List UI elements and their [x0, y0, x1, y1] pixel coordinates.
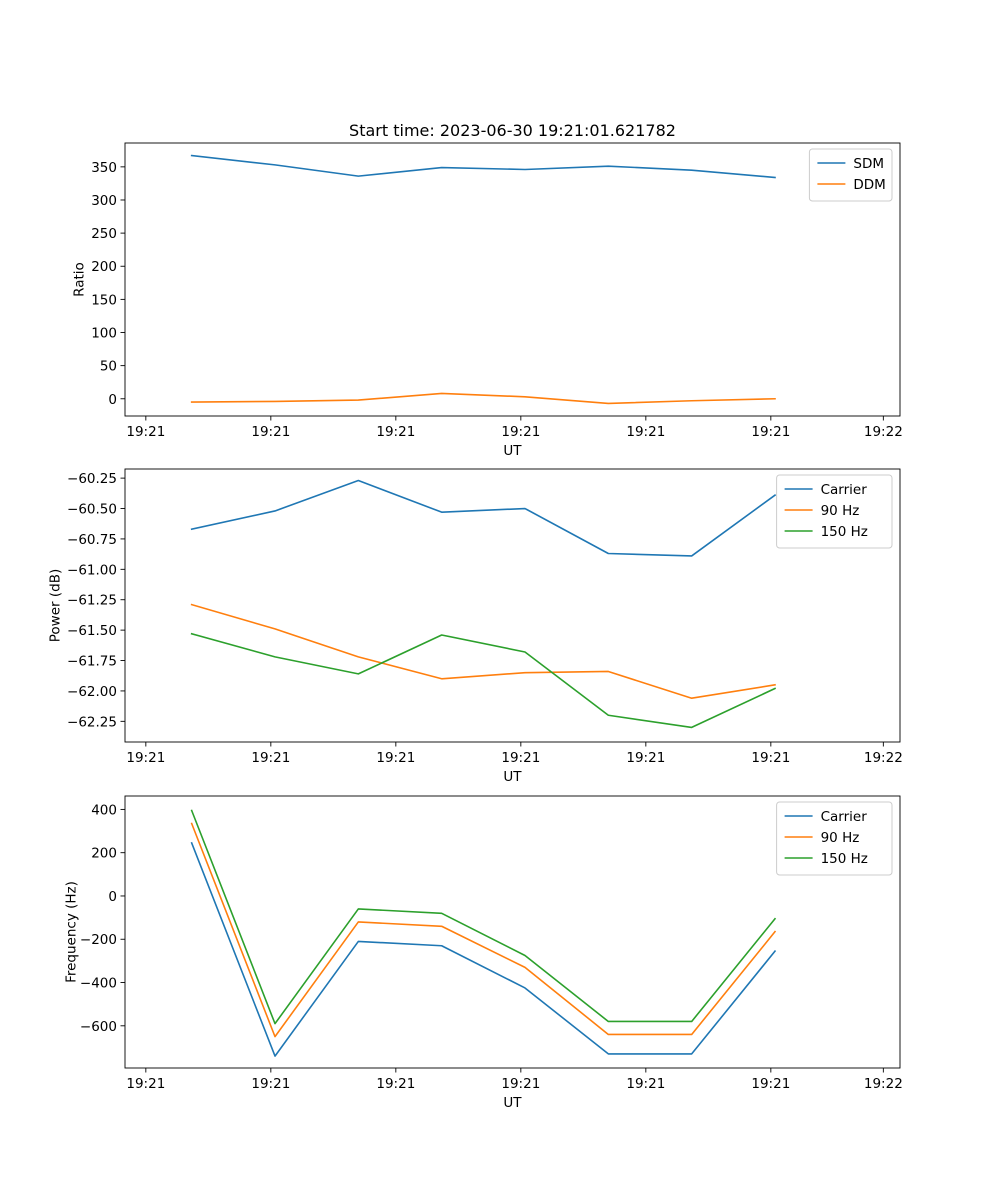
x-axis-label: UT [503, 769, 522, 785]
legend-label-90-hz: 90 Hz [821, 503, 860, 519]
y-tick-label: 350 [91, 160, 117, 176]
figure-title: Start time: 2023-06-30 19:21:01.621782 [349, 121, 676, 140]
y-tick-label: −600 [80, 1019, 117, 1035]
chart-panel-1: 19:21 19:21 19:21 19:21 19:21 19:21 19:22 0 50 10… [71, 142, 903, 459]
series-line-90-hz [190, 822, 777, 1038]
y-tick-label: −62.25 [67, 714, 117, 730]
x-tick-label: 19:21 [751, 750, 790, 766]
y-axis-label: Power (dB) [48, 569, 64, 642]
plot-frame [124, 795, 901, 1069]
legend-label-90-hz: 90 Hz [821, 830, 860, 846]
legend: Carrier 90 Hz 150 Hz [776, 801, 893, 876]
y-tick-label: 250 [91, 226, 117, 242]
x-tick-label: 19:21 [626, 750, 665, 766]
y-tick-label: 50 [100, 359, 117, 375]
x-tick-label: 19:21 [126, 1076, 165, 1092]
legend-label-150-hz: 150 Hz [821, 851, 868, 867]
y-tick-label: −200 [80, 932, 117, 948]
x-tick-label: 19:21 [626, 1076, 665, 1092]
legend-label-carrier: Carrier [821, 482, 868, 498]
x-tick-label: 19:22 [864, 750, 903, 766]
y-axis-label: Ratio [71, 262, 87, 297]
legend: SDM DDM [808, 148, 893, 202]
series-line-150-hz [190, 809, 777, 1025]
x-tick-label: 19:21 [626, 424, 665, 440]
x-tick-label: 19:21 [251, 424, 290, 440]
y-tick-label: −61.25 [67, 593, 117, 609]
y-tick-label: −61.75 [67, 654, 117, 670]
x-tick-label: 19:21 [126, 750, 165, 766]
y-axis-label: Frequency (Hz) [63, 881, 79, 983]
x-tick-label: 19:21 [501, 424, 540, 440]
y-tick-label: −61.50 [67, 623, 117, 639]
y-tick-label: 200 [91, 259, 117, 275]
legend: Carrier 90 Hz 150 Hz [776, 474, 893, 549]
series-line-150-hz [190, 632, 777, 729]
x-tick-label: 19:22 [864, 1076, 903, 1092]
y-tick-label: −60.50 [67, 502, 117, 518]
x-tick-label: 19:21 [751, 424, 790, 440]
y-tick-label: 300 [91, 193, 117, 209]
series-line-ddm [190, 392, 776, 405]
y-tick-label: −62.00 [67, 684, 117, 700]
legend-label-carrier: Carrier [821, 809, 868, 825]
series-line-carrier [190, 841, 777, 1057]
y-tick-label: 0 [108, 889, 117, 905]
y-tick-label: −60.25 [67, 471, 117, 487]
legend-box [776, 801, 893, 876]
legend-label-sdm: SDM [853, 156, 884, 172]
y-tick-label: 0 [108, 392, 117, 408]
y-tick-label: −400 [80, 976, 117, 992]
series-line-sdm [190, 154, 776, 179]
x-tick-label: 19:21 [501, 750, 540, 766]
x-tick-label: 19:21 [501, 1076, 540, 1092]
x-axis-label: UT [503, 1095, 522, 1111]
series-lines [190, 479, 777, 729]
y-tick-label: 400 [91, 802, 117, 818]
series-line-90-hz [190, 603, 776, 700]
legend-label-ddm: DDM [853, 177, 885, 193]
chart-panels: 19:21 19:21 19:21 19:21 19:21 19:21 19:22 0 50 10… [48, 142, 903, 1111]
y-tick-label: 150 [91, 292, 117, 308]
series-lines [190, 154, 776, 405]
x-axis-label: UT [503, 443, 522, 459]
legend-box [776, 474, 893, 549]
legend-box [808, 148, 893, 202]
x-tick-label: 19:21 [376, 750, 415, 766]
y-tick-label: −61.00 [67, 562, 117, 578]
x-tick-label: 19:21 [751, 1076, 790, 1092]
chart-panel-3: 19:21 19:21 19:21 19:21 19:21 19:21 19:22 −600 −… [63, 795, 903, 1111]
legend-label-150-hz: 150 Hz [821, 524, 868, 540]
y-tick-label: −60.75 [67, 532, 117, 548]
y-tick-label: 200 [91, 846, 117, 862]
x-tick-label: 19:21 [251, 1076, 290, 1092]
x-tick-label: 19:21 [126, 424, 165, 440]
plot-frame [124, 142, 901, 417]
y-tick-label: 100 [91, 326, 117, 342]
series-lines [190, 809, 777, 1057]
chart-panel-2: 19:21 19:21 19:21 19:21 19:21 19:21 19:22 −62.2… [48, 468, 903, 785]
x-tick-label: 19:21 [251, 750, 290, 766]
x-tick-label: 19:21 [376, 424, 415, 440]
plot-frame [124, 468, 901, 743]
x-tick-label: 19:21 [376, 1076, 415, 1092]
series-line-carrier [190, 479, 777, 557]
x-tick-label: 19:22 [864, 424, 903, 440]
